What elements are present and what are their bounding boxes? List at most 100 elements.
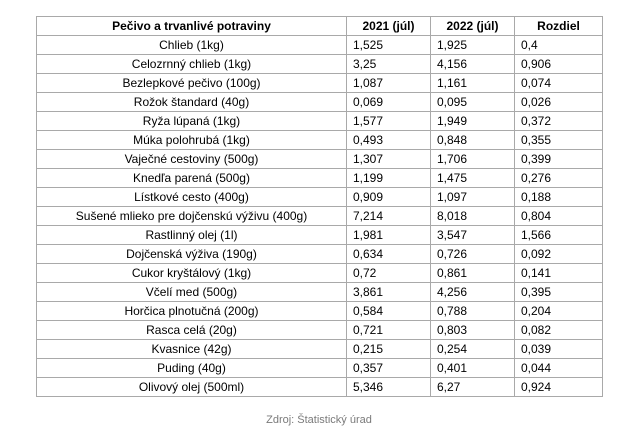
cell-difference: 0,141	[514, 263, 603, 283]
table-row: Bezlepkové pečivo (100g) 1,087 1,161 0,074	[36, 73, 603, 93]
cell-product: Rasca celá (20g)	[36, 320, 347, 340]
cell-2022: 0,788	[430, 301, 515, 321]
table-body: Chlieb (1kg) 1,525 1,925 0,4 Celozrnný chlie…	[36, 35, 603, 397]
cell-2022: 0,848	[430, 130, 515, 150]
cell-difference: 0,026	[514, 92, 603, 112]
cell-2022: 0,861	[430, 263, 515, 283]
cell-difference: 0,074	[514, 73, 603, 93]
table-row: Puding (40g) 0,357 0,401 0,044	[36, 358, 603, 378]
cell-2021: 0,721	[346, 320, 431, 340]
cell-2022: 1,949	[430, 111, 515, 131]
table-row: Vaječné cestoviny (500g) 1,307 1,706 0,399	[36, 149, 603, 169]
cell-product: Kvasnice (42g)	[36, 339, 347, 359]
cell-2021: 0,634	[346, 244, 431, 264]
cell-2022: 1,161	[430, 73, 515, 93]
cell-2022: 0,726	[430, 244, 515, 264]
header-2022: 2022 (júl)	[430, 16, 515, 36]
table-row: Včelí med (500g) 3,861 4,256 0,395	[36, 282, 603, 302]
table-row: Rasca celá (20g) 0,721 0,803 0,082	[36, 320, 603, 340]
cell-2022: 1,925	[430, 35, 515, 55]
cell-difference: 1,566	[514, 225, 603, 245]
table-row: Cukor kryštálový (1kg) 0,72 0,861 0,141	[36, 263, 603, 283]
cell-difference: 0,276	[514, 168, 603, 188]
cell-difference: 0,204	[514, 301, 603, 321]
table-row: Múka polohrubá (1kg) 0,493 0,848 0,355	[36, 130, 603, 150]
cell-product: Olivový olej (500ml)	[36, 377, 347, 397]
cell-product: Rastlinný olej (1l)	[36, 225, 347, 245]
header-product: Pečivo a trvanlivé potraviny	[36, 16, 347, 36]
cell-product: Múka polohrubá (1kg)	[36, 130, 347, 150]
cell-2021: 0,069	[346, 92, 431, 112]
table-row: Knedľa parená (500g) 1,199 1,475 0,276	[36, 168, 603, 188]
cell-difference: 0,039	[514, 339, 603, 359]
cell-product: Včelí med (500g)	[36, 282, 347, 302]
cell-difference: 0,372	[514, 111, 603, 131]
cell-2021: 0,215	[346, 339, 431, 359]
table-row: Olivový olej (500ml) 5,346 6,27 0,924	[36, 377, 603, 397]
cell-2021: 1,199	[346, 168, 431, 188]
cell-2021: 0,909	[346, 187, 431, 207]
cell-2021: 1,307	[346, 149, 431, 169]
cell-2021: 0,357	[346, 358, 431, 378]
cell-product: Chlieb (1kg)	[36, 35, 347, 55]
cell-difference: 0,395	[514, 282, 603, 302]
cell-2022: 0,254	[430, 339, 515, 359]
table-row: Lístkové cesto (400g) 0,909 1,097 0,188	[36, 187, 603, 207]
table-row: Rastlinný olej (1l) 1,981 3,547 1,566	[36, 225, 603, 245]
cell-difference: 0,804	[514, 206, 603, 226]
cell-2022: 4,156	[430, 54, 515, 74]
cell-2021: 0,493	[346, 130, 431, 150]
cell-product: Horčica plnotučná (200g)	[36, 301, 347, 321]
cell-2021: 1,577	[346, 111, 431, 131]
cell-difference: 0,4	[514, 35, 603, 55]
cell-product: Sušené mlieko pre dojčenskú výživu (400g…	[36, 206, 347, 226]
table-header-row: Pečivo a trvanlivé potraviny 2021 (júl) …	[36, 16, 603, 36]
cell-product: Cukor kryštálový (1kg)	[36, 263, 347, 283]
table-row: Horčica plnotučná (200g) 0,584 0,788 0,204	[36, 301, 603, 321]
cell-2021: 7,214	[346, 206, 431, 226]
table-row: Celozrnný chlieb (1kg) 3,25 4,156 0,906	[36, 54, 603, 74]
cell-2021: 1,981	[346, 225, 431, 245]
price-comparison-table: Pečivo a trvanlivé potraviny 2021 (júl) …	[36, 16, 603, 397]
cell-2021: 1,087	[346, 73, 431, 93]
cell-difference: 0,399	[514, 149, 603, 169]
cell-2022: 0,095	[430, 92, 515, 112]
cell-difference: 0,092	[514, 244, 603, 264]
table-row: Dojčenská výživa (190g) 0,634 0,726 0,092	[36, 244, 603, 264]
table-row: Kvasnice (42g) 0,215 0,254 0,039	[36, 339, 603, 359]
cell-2022: 1,475	[430, 168, 515, 188]
cell-2021: 1,525	[346, 35, 431, 55]
header-2021: 2021 (júl)	[346, 16, 431, 36]
cell-difference: 0,906	[514, 54, 603, 74]
cell-2022: 8,018	[430, 206, 515, 226]
cell-difference: 0,082	[514, 320, 603, 340]
cell-product: Vaječné cestoviny (500g)	[36, 149, 347, 169]
cell-product: Knedľa parená (500g)	[36, 168, 347, 188]
cell-2022: 0,401	[430, 358, 515, 378]
cell-product: Lístkové cesto (400g)	[36, 187, 347, 207]
header-difference: Rozdiel	[514, 16, 603, 36]
cell-2021: 3,25	[346, 54, 431, 74]
cell-product: Ryža lúpaná (1kg)	[36, 111, 347, 131]
cell-difference: 0,355	[514, 130, 603, 150]
cell-2021: 5,346	[346, 377, 431, 397]
table-row: Sušené mlieko pre dojčenskú výživu (400g…	[36, 206, 603, 226]
cell-difference: 0,924	[514, 377, 603, 397]
cell-product: Rožok štandard (40g)	[36, 92, 347, 112]
cell-2021: 3,861	[346, 282, 431, 302]
cell-2021: 0,584	[346, 301, 431, 321]
table-row: Chlieb (1kg) 1,525 1,925 0,4	[36, 35, 603, 55]
table-row: Ryža lúpaná (1kg) 1,577 1,949 0,372	[36, 111, 603, 131]
cell-product: Celozrnný chlieb (1kg)	[36, 54, 347, 74]
cell-2022: 0,803	[430, 320, 515, 340]
source-caption: Zdroj: Štatistický úrad	[266, 414, 372, 426]
cell-product: Dojčenská výživa (190g)	[36, 244, 347, 264]
cell-product: Puding (40g)	[36, 358, 347, 378]
cell-product: Bezlepkové pečivo (100g)	[36, 73, 347, 93]
cell-difference: 0,188	[514, 187, 603, 207]
cell-2021: 0,72	[346, 263, 431, 283]
cell-difference: 0,044	[514, 358, 603, 378]
price-table-container: Pečivo a trvanlivé potraviny 2021 (júl) …	[36, 16, 603, 397]
cell-2022: 6,27	[430, 377, 515, 397]
cell-2022: 1,097	[430, 187, 515, 207]
